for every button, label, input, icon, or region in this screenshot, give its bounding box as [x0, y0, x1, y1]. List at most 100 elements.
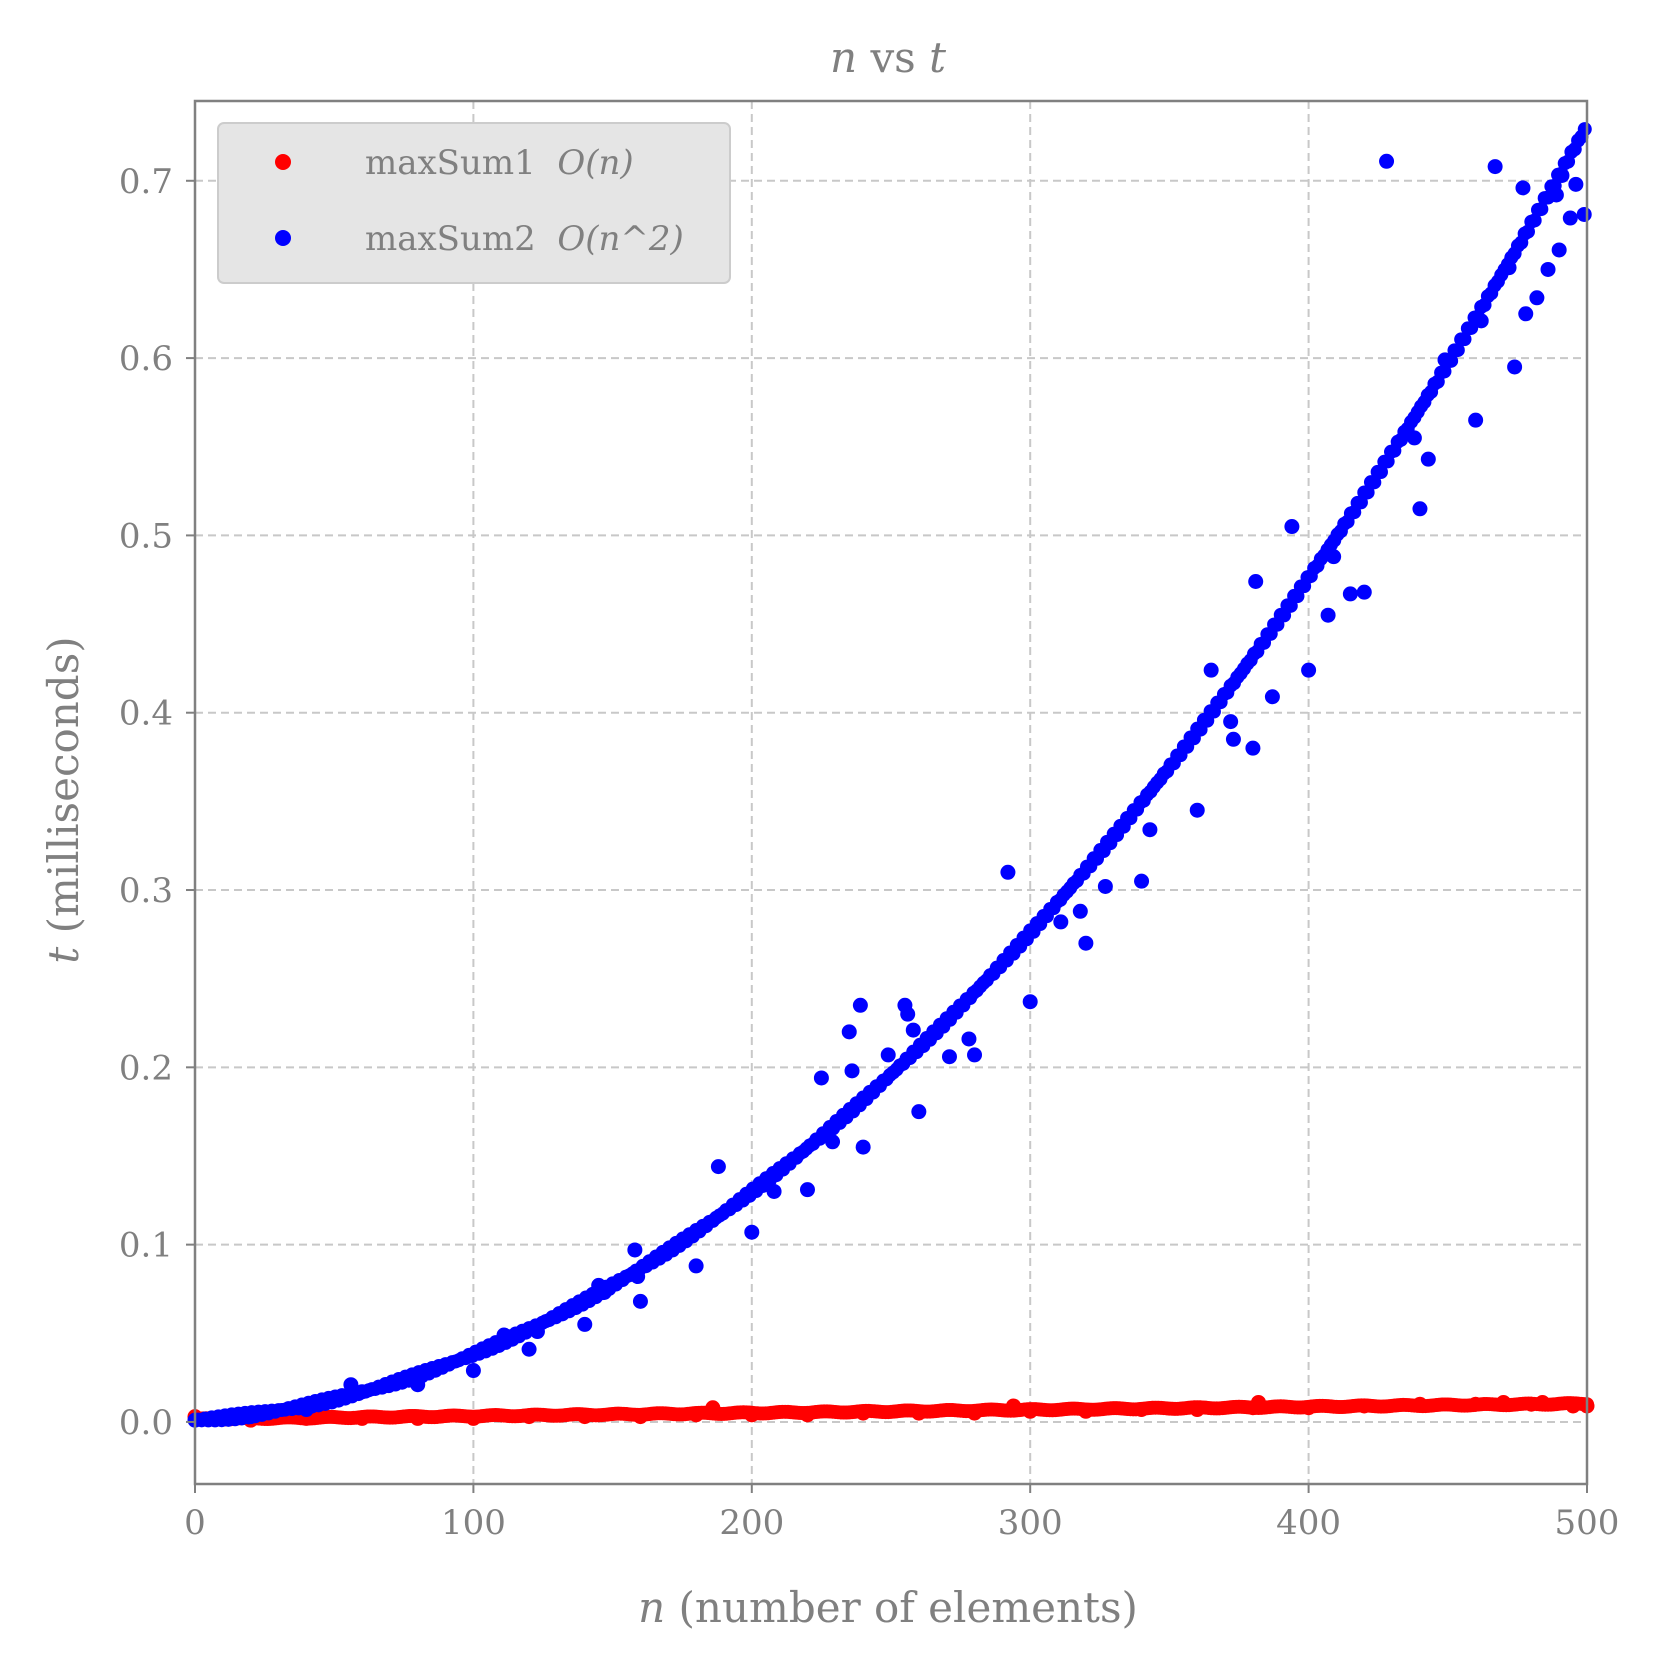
- data-point: [1245, 740, 1261, 756]
- data-point: [1534, 1394, 1550, 1410]
- data-point: [1223, 714, 1239, 730]
- data-point: [825, 1134, 841, 1150]
- data-point: [529, 1324, 545, 1340]
- x-tick-label: 0: [184, 1503, 206, 1543]
- data-point: [410, 1410, 426, 1426]
- data-point: [1284, 519, 1300, 535]
- data-point: [596, 1285, 612, 1301]
- data-point: [705, 1400, 721, 1416]
- data-point: [354, 1410, 370, 1426]
- data-point: [1134, 1402, 1150, 1418]
- data-point: [521, 1409, 537, 1425]
- data-point: [465, 1363, 481, 1379]
- x-axis-label: n (number of elements): [638, 1583, 1138, 1632]
- data-point: [844, 1063, 860, 1079]
- data-point: [1473, 313, 1489, 329]
- data-point: [961, 1031, 977, 1047]
- x-tick-label: 500: [1555, 1503, 1620, 1543]
- y-axis-label: t (milliseconds): [39, 636, 88, 963]
- data-point: [1565, 1398, 1581, 1414]
- data-point: [354, 1384, 370, 1400]
- data-point: [1320, 607, 1336, 623]
- data-point: [1468, 1396, 1484, 1412]
- trend-point: [1527, 213, 1542, 228]
- data-point: [1203, 662, 1219, 678]
- data-point: [630, 1269, 646, 1285]
- data-point: [1097, 878, 1113, 894]
- data-point: [744, 1407, 760, 1423]
- data-point: [521, 1341, 537, 1357]
- data-point: [855, 1139, 871, 1155]
- data-point: [710, 1159, 726, 1175]
- data-point: [1078, 935, 1094, 951]
- trend-point: [1577, 122, 1592, 137]
- x-tick-label: 300: [998, 1503, 1063, 1543]
- data-point: [1551, 242, 1567, 258]
- data-point: [1189, 1402, 1205, 1418]
- x-tick-label: 400: [1276, 1503, 1341, 1543]
- legend-marker-maxsum1: [275, 154, 291, 170]
- y-tick-label: 0.1: [119, 1226, 173, 1266]
- data-point: [1501, 260, 1517, 276]
- data-point: [744, 1224, 760, 1240]
- data-point: [1189, 802, 1205, 818]
- data-point: [1554, 167, 1570, 183]
- data-point: [688, 1258, 704, 1274]
- data-point: [1379, 153, 1395, 169]
- data-point: [1518, 306, 1534, 322]
- data-point: [1540, 261, 1556, 277]
- data-point: [1301, 662, 1317, 678]
- data-point: [1576, 206, 1592, 222]
- data-point: [941, 1049, 957, 1065]
- y-tick-label: 0.2: [119, 1048, 173, 1088]
- data-point: [1568, 176, 1584, 192]
- data-point: [1078, 1403, 1094, 1419]
- data-point: [880, 1047, 896, 1063]
- data-point: [1326, 549, 1342, 565]
- data-point: [1072, 903, 1088, 919]
- data-point: [1225, 731, 1241, 747]
- y-tick-label: 0.5: [119, 516, 173, 556]
- data-point: [1005, 1398, 1021, 1414]
- data-point: [905, 1022, 921, 1038]
- legend-marker-maxsum2: [275, 230, 291, 246]
- chart-title: n vs t: [830, 33, 946, 82]
- data-point: [911, 1405, 927, 1421]
- data-point: [1301, 1400, 1317, 1416]
- data-point: [1053, 914, 1069, 930]
- data-point: [1022, 1403, 1038, 1419]
- data-point: [1342, 586, 1358, 602]
- plot-frame: [193, 99, 1589, 1486]
- data-point: [1356, 584, 1372, 600]
- data-point: [343, 1377, 359, 1393]
- data-point: [410, 1377, 426, 1393]
- data-point: [1487, 159, 1503, 175]
- data-point: [813, 1070, 829, 1086]
- y-tick-label: 0.3: [119, 871, 173, 911]
- data-point: [1529, 290, 1545, 306]
- data-point: [799, 1407, 815, 1423]
- data-point: [852, 997, 868, 1013]
- data-point: [1250, 1394, 1266, 1410]
- data-point: [1420, 451, 1436, 467]
- y-tick-label: 0.6: [119, 339, 173, 379]
- data-point: [243, 1409, 259, 1425]
- data-point: [1515, 180, 1531, 196]
- data-point: [1406, 430, 1422, 446]
- grid-lines: [195, 101, 1587, 1484]
- data-point: [688, 1407, 704, 1423]
- data-point: [1356, 1398, 1372, 1414]
- data-point: [1562, 210, 1578, 226]
- data-point: [900, 1006, 916, 1022]
- y-tick-label: 0.7: [119, 162, 173, 202]
- x-tick-label: 100: [441, 1503, 506, 1543]
- y-tick-label: 0.0: [119, 1403, 173, 1443]
- legend-box: [217, 122, 731, 284]
- data-point: [1412, 501, 1428, 517]
- data-point: [1507, 359, 1523, 375]
- legend-entry-maxsum2: maxSum2 O(n^2): [365, 219, 684, 259]
- data-point: [1437, 352, 1453, 368]
- data-point: [632, 1293, 648, 1309]
- data-point: [841, 1024, 857, 1040]
